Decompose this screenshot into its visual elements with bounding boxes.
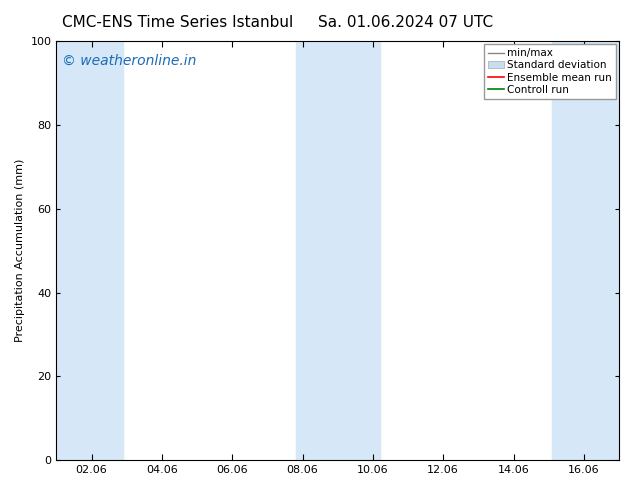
Bar bbox=[295, 41, 380, 460]
Text: © weatheronline.in: © weatheronline.in bbox=[62, 53, 197, 68]
Y-axis label: Precipitation Accumulation (mm): Precipitation Accumulation (mm) bbox=[15, 159, 25, 343]
Bar bbox=[56, 41, 123, 460]
Legend: min/max, Standard deviation, Ensemble mean run, Controll run: min/max, Standard deviation, Ensemble me… bbox=[484, 44, 616, 99]
Text: Sa. 01.06.2024 07 UTC: Sa. 01.06.2024 07 UTC bbox=[318, 15, 493, 30]
Bar bbox=[552, 41, 619, 460]
Text: CMC-ENS Time Series Istanbul: CMC-ENS Time Series Istanbul bbox=[62, 15, 293, 30]
